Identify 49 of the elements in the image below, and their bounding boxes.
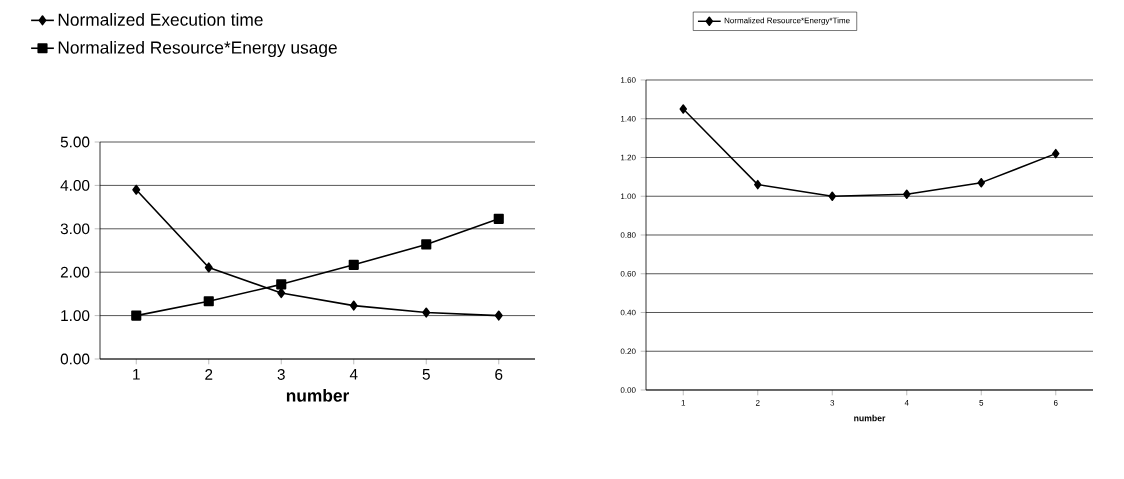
y-tick-label: 2.00 xyxy=(60,266,90,278)
point xyxy=(349,300,358,311)
point xyxy=(828,191,836,201)
point xyxy=(1052,148,1060,159)
x-tick-label: 4 xyxy=(904,400,909,406)
point xyxy=(421,239,432,250)
point xyxy=(276,279,287,290)
point xyxy=(754,179,762,190)
point xyxy=(422,307,431,318)
point xyxy=(204,262,213,273)
y-tick-label: 3.00 xyxy=(60,223,90,235)
x-tick-label: 3 xyxy=(277,369,285,380)
y-tick-label: 0.20 xyxy=(620,348,636,355)
y-tick-label: 1.20 xyxy=(621,154,636,161)
x-tick-label: 3 xyxy=(830,400,835,406)
x-tick-label: 1 xyxy=(681,400,686,406)
point xyxy=(679,104,687,114)
point xyxy=(977,177,985,188)
x-tick-label: 5 xyxy=(422,369,430,380)
x-tick-label: 5 xyxy=(979,400,984,406)
x-tick-label: 6 xyxy=(1053,400,1058,406)
y-tick-label: 0.60 xyxy=(620,270,636,277)
y-tick-label: 0.40 xyxy=(620,309,636,316)
x-tick-label: 2 xyxy=(755,400,760,406)
legend-label: Normalized Execution time xyxy=(58,13,263,26)
y-tick-label: 4.00 xyxy=(60,179,90,191)
point xyxy=(493,213,504,224)
legend-label: Normalized Resource*Energy*Time xyxy=(724,17,850,25)
point xyxy=(131,310,142,321)
point xyxy=(348,259,359,270)
y-tick-label: 0.80 xyxy=(620,232,636,238)
point xyxy=(132,184,141,195)
x-tick-label: 1 xyxy=(133,369,140,380)
x-tick-label: 2 xyxy=(205,369,213,380)
x-tick-label: 4 xyxy=(349,369,358,380)
x-tick-label: 6 xyxy=(495,369,503,380)
legend-label: Normalized Resource*Energy usage xyxy=(58,40,337,58)
x-axis-title: number xyxy=(286,389,350,402)
y-tick-label: 1.40 xyxy=(621,115,636,122)
point xyxy=(203,296,214,307)
y-tick-label: 0.00 xyxy=(620,387,636,393)
point xyxy=(494,310,503,321)
x-axis-title: number xyxy=(854,414,886,422)
y-tick-label: 1.00 xyxy=(61,310,90,322)
y-tick-label: 0.00 xyxy=(60,353,90,365)
y-tick-label: 1.60 xyxy=(621,77,636,83)
y-tick-label: 1.00 xyxy=(621,193,636,200)
point xyxy=(903,189,911,200)
y-tick-label: 5.00 xyxy=(60,136,90,148)
